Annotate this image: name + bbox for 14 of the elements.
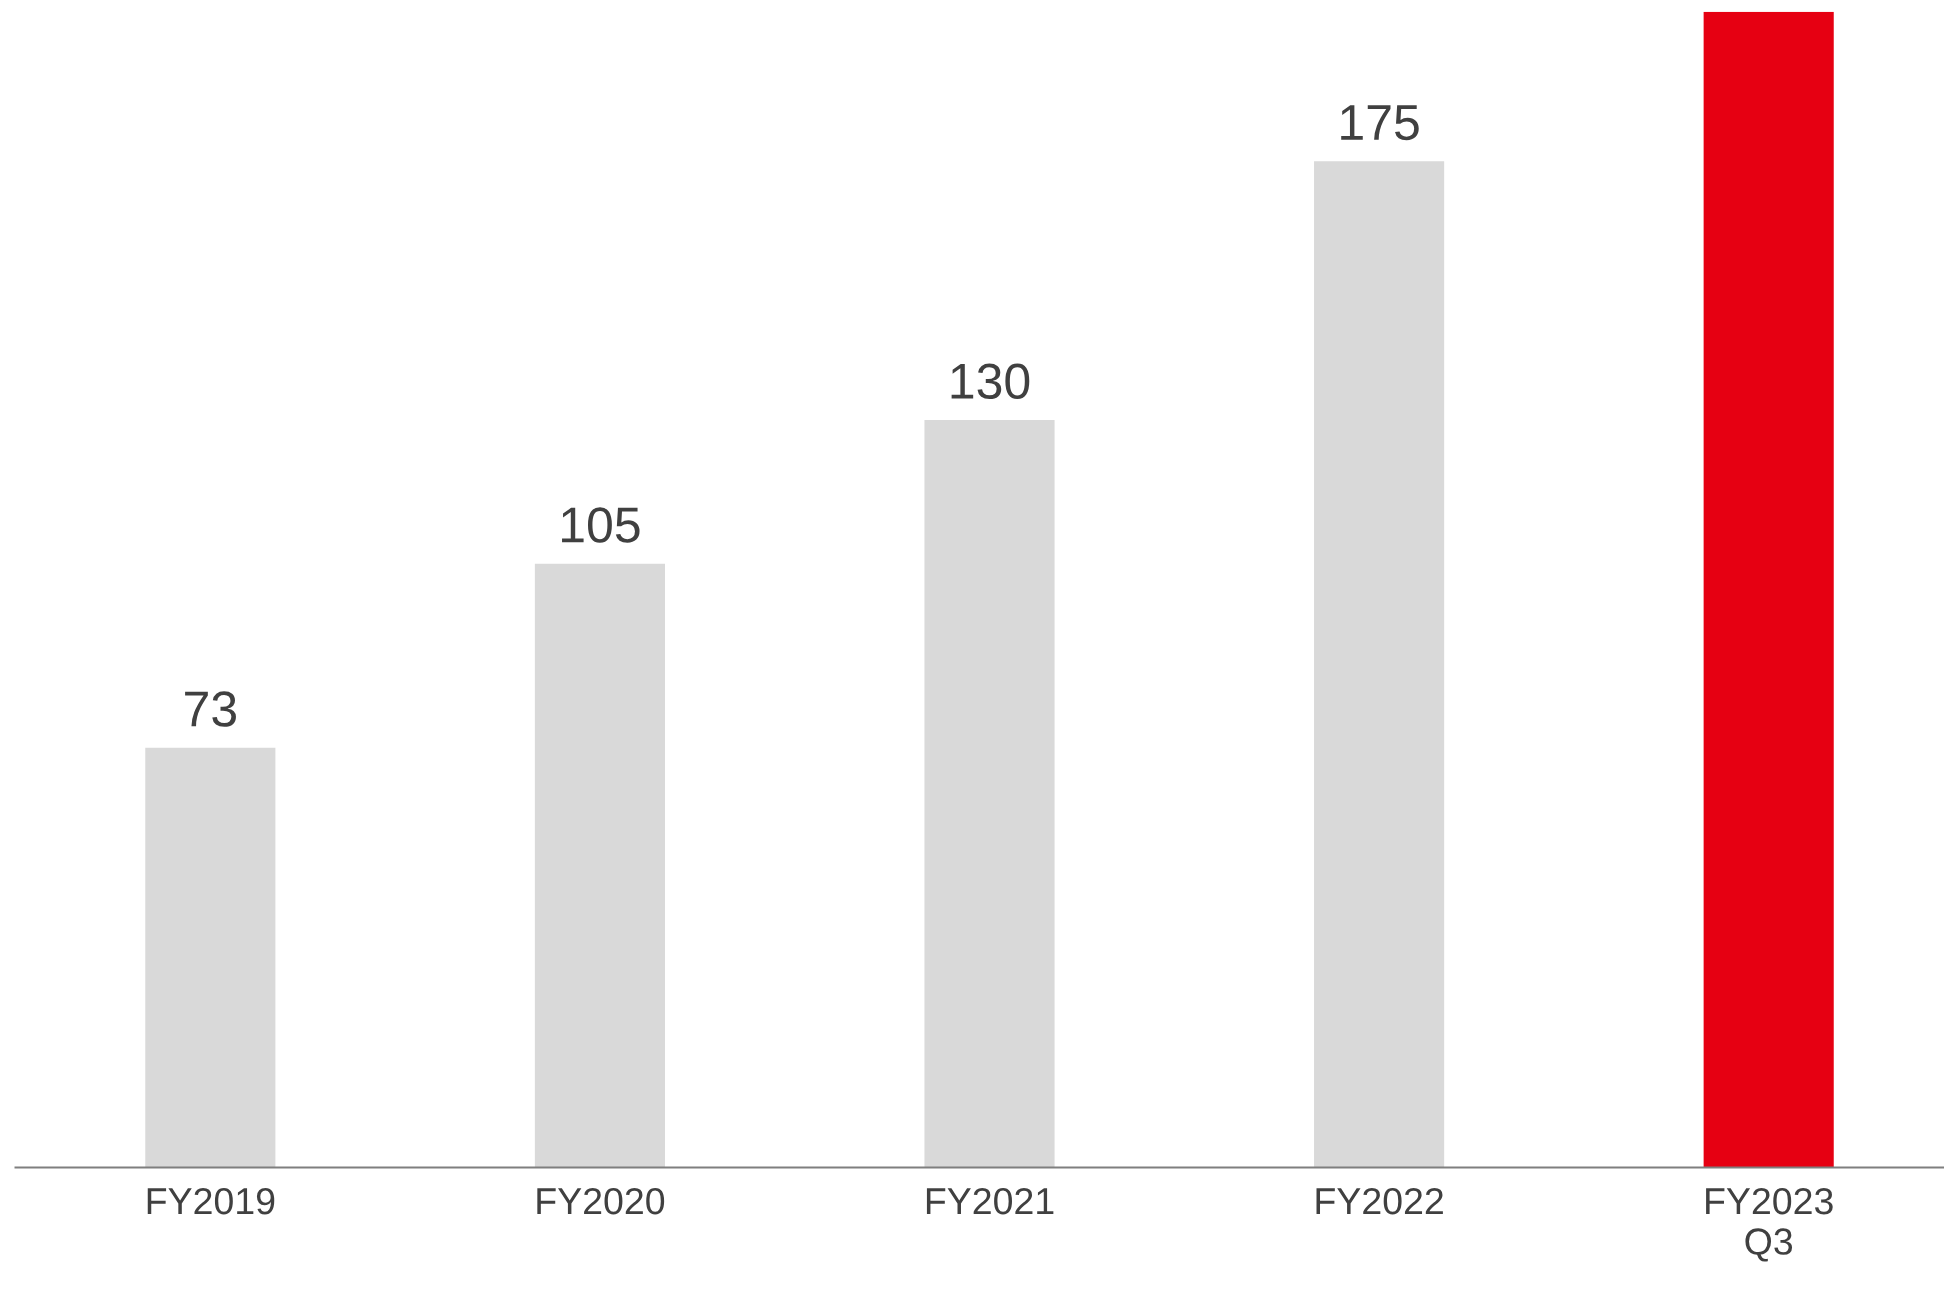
x-tick-label: FY2022 <box>1316 1187 1443 1215</box>
data-label: 105 <box>562 507 640 543</box>
x-tick-label: FY2021 <box>926 1187 1054 1215</box>
data-label: 73 <box>185 691 236 727</box>
x-tick-label: FY2020 <box>537 1187 665 1215</box>
data-label: 130 <box>951 363 1030 399</box>
data-label: 175 <box>1341 105 1419 141</box>
bar <box>145 747 276 1168</box>
x-tick-label: FY2019 <box>147 1187 275 1215</box>
bar <box>924 419 1055 1168</box>
bar <box>534 563 665 1168</box>
bar <box>1314 161 1445 1168</box>
bar <box>1703 11 1834 1168</box>
x-tick-label: FY2023 Q3 <box>1706 1187 1833 1262</box>
